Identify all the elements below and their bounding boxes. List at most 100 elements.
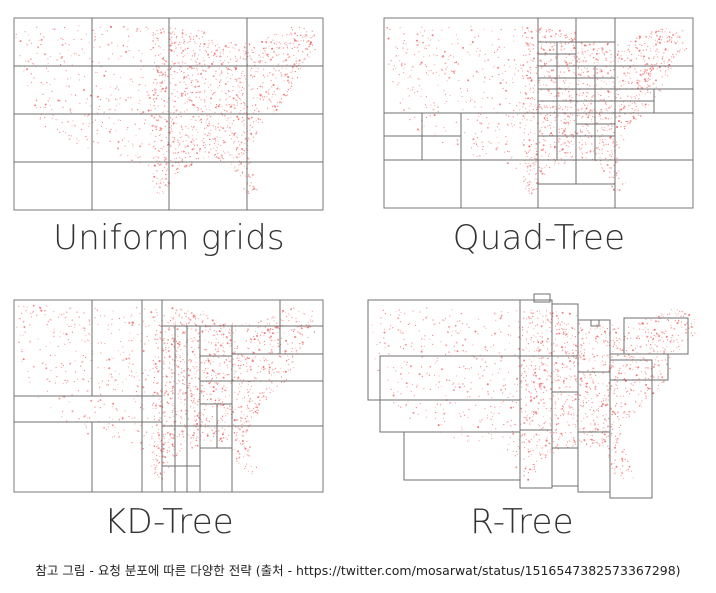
map-point [578, 323, 580, 325]
map-point [176, 382, 178, 385]
map-point [193, 419, 195, 421]
map-point [234, 341, 236, 343]
map-point [192, 434, 194, 437]
map-point [154, 125, 157, 128]
map-point [413, 349, 415, 351]
map-point [168, 466, 170, 468]
map-point [222, 342, 224, 344]
map-point [561, 362, 564, 365]
map-point [573, 361, 575, 363]
map-point [540, 349, 542, 351]
map-point [667, 66, 669, 69]
map-point [83, 89, 85, 91]
map-point [165, 163, 168, 166]
map-point [540, 60, 542, 62]
map-point [142, 111, 145, 114]
map-point [158, 356, 160, 358]
map-point [448, 379, 450, 381]
map-point [26, 68, 29, 71]
map-point [646, 86, 648, 88]
map-point [233, 120, 235, 122]
map-point [503, 64, 505, 66]
map-point [685, 48, 687, 50]
map-point [127, 140, 130, 142]
map-point [538, 357, 540, 359]
map-point [236, 170, 238, 172]
map-point [251, 67, 253, 69]
map-point [158, 370, 160, 372]
map-point [561, 92, 564, 94]
map-point [627, 81, 629, 83]
map-point [233, 107, 236, 110]
map-point [639, 115, 642, 117]
map-point [233, 420, 235, 422]
map-point [184, 157, 186, 159]
map-point [630, 355, 632, 358]
map-point [528, 181, 530, 183]
map-point [401, 62, 403, 64]
map-point [185, 134, 187, 136]
map-point [44, 103, 47, 106]
map-point [284, 352, 286, 354]
map-point [244, 468, 246, 470]
map-point [435, 384, 437, 386]
map-point [197, 54, 200, 56]
map-point [631, 361, 634, 363]
map-point [220, 418, 222, 420]
map-point [664, 31, 666, 33]
map-point [240, 162, 242, 165]
map-point [241, 382, 243, 384]
map-point [110, 108, 112, 110]
map-point [240, 75, 243, 77]
map-point [119, 76, 122, 78]
map-point [220, 440, 223, 443]
map-point [438, 39, 440, 41]
map-point [191, 377, 193, 379]
map-point [593, 42, 595, 44]
map-point [90, 105, 92, 107]
map-point [236, 60, 238, 62]
map-point [492, 66, 494, 68]
map-point [272, 105, 274, 107]
map-point [564, 82, 566, 84]
map-point [657, 51, 659, 53]
map-point [582, 51, 584, 53]
map-point [580, 108, 582, 111]
map-point [205, 51, 208, 53]
map-point [94, 33, 96, 35]
map-point [257, 396, 260, 399]
map-point [437, 424, 440, 427]
map-point [51, 117, 53, 119]
map-point [419, 31, 422, 33]
map-point [129, 362, 131, 364]
map-point [162, 447, 165, 450]
map-point [564, 128, 567, 130]
map-point [573, 375, 576, 377]
map-point [152, 34, 154, 36]
map-point [682, 42, 684, 44]
map-point [647, 77, 649, 79]
map-point [670, 40, 673, 42]
map-point [263, 357, 265, 359]
map-point [549, 451, 551, 453]
map-point [160, 439, 162, 441]
map-point [403, 72, 405, 74]
map-point [233, 373, 235, 375]
map-point [136, 375, 139, 377]
map-point [580, 74, 582, 76]
map-point [233, 448, 235, 450]
map-point [529, 50, 531, 53]
map-point [164, 75, 166, 77]
map-point [467, 416, 469, 419]
map-point [182, 332, 184, 334]
map-point [244, 418, 246, 420]
map-point [534, 133, 536, 135]
map-point [290, 81, 292, 83]
map-point [199, 43, 202, 45]
map-point [309, 41, 312, 44]
map-point [654, 96, 656, 98]
map-point [209, 109, 211, 111]
map-point [190, 32, 192, 35]
map-point [466, 87, 468, 90]
map-point [203, 362, 206, 364]
